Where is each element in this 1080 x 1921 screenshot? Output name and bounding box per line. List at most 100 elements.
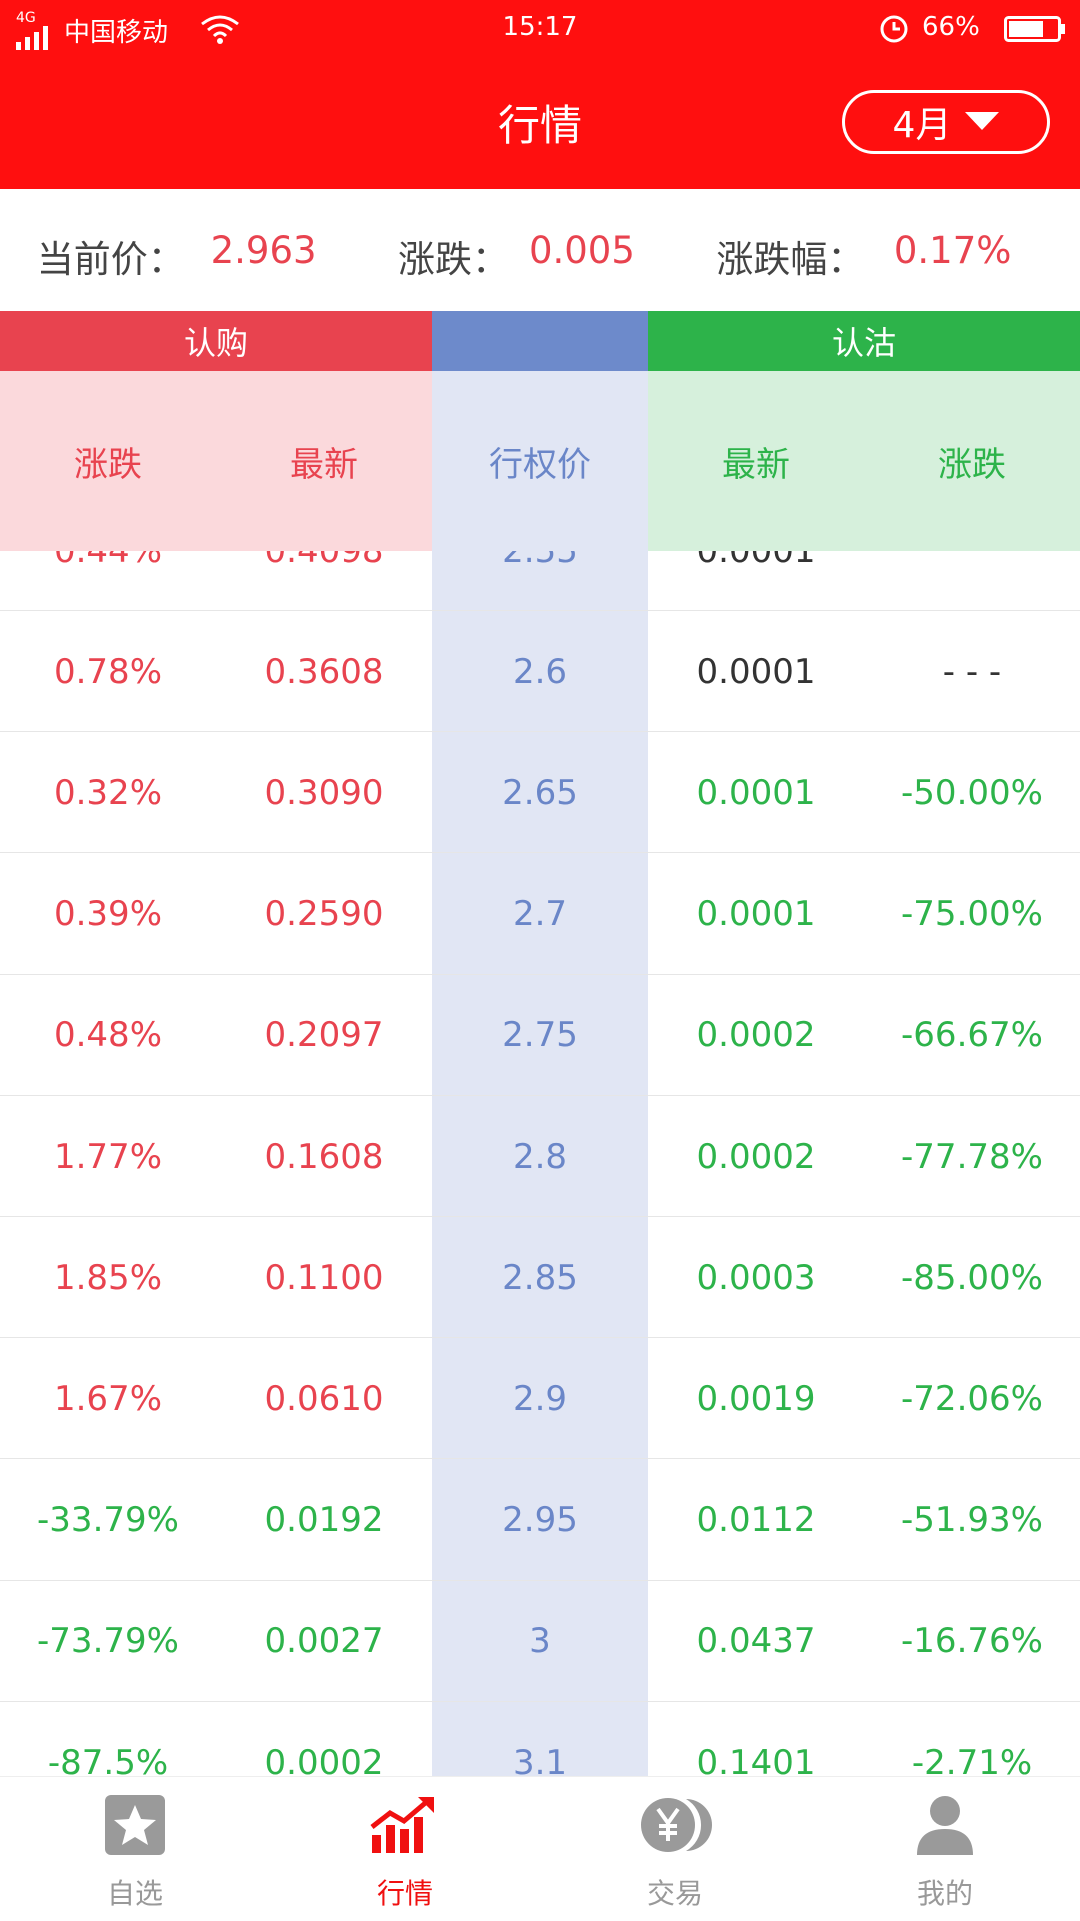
table-cell: 0.44% (0, 551, 216, 611)
table-cell: -66.67% (901, 1015, 1043, 1056)
summary-label: 涨跌幅： (716, 238, 865, 281)
table-cell: 0.0001 (696, 772, 816, 813)
tab-label: 行情 (376, 1877, 433, 1910)
table-cell: 1.85% (53, 1257, 162, 1298)
table-cell: 0.0001 (696, 894, 816, 935)
month-selector[interactable]: 4月 (842, 90, 1050, 154)
tab[interactable]: 交易 (540, 1777, 810, 1921)
table-cell: -72.06% (901, 1378, 1043, 1419)
summary-label: 当前价： (36, 238, 185, 281)
table-cell: 0.0002 (264, 1742, 384, 1777)
option-row[interactable]: 0.78% 0.3608 2.6 0.0001 - - - (0, 611, 1080, 733)
table-cell: 1.77% (53, 1136, 162, 1177)
month-label: 4月 (892, 105, 952, 146)
status-bar: 4G 中国移动 15:17 66% (0, 0, 1080, 62)
table-cell: 2.6 (512, 651, 568, 692)
table-cell: -2.71% (911, 1742, 1033, 1777)
dropdown-arrow (965, 112, 1000, 130)
option-row[interactable]: 1.77% 0.1608 2.8 0.0002 -77.78% (0, 1096, 1080, 1217)
table-cell: -87.5% (47, 1742, 169, 1777)
tab-icon (370, 1797, 434, 1853)
option-row[interactable]: 0.32% 0.3090 2.65 0.0001 -50.00% (0, 732, 1080, 854)
tab-label: 自选 (106, 1877, 163, 1910)
table-cell: 3 (529, 1621, 551, 1662)
network: 4G (16, 10, 36, 26)
put-header: 认沽 (648, 311, 1080, 371)
table-cell: 0.3090 (264, 772, 384, 813)
table-cell: -73.79% (37, 1621, 179, 1662)
table-cell: 0.0002 (696, 1015, 816, 1056)
table-cell: 0.1100 (264, 1257, 384, 1298)
table-cell: 2.95 (502, 1500, 578, 1541)
tab-icon (917, 1796, 973, 1855)
table-cell: 2.85 (502, 1257, 578, 1298)
signal-icon (16, 26, 48, 50)
table-cell: -75.00% (901, 894, 1043, 935)
tab-label: 交易 (646, 1877, 703, 1910)
tab-icon (105, 1795, 165, 1855)
tab[interactable]: 自选 (0, 1777, 270, 1921)
table-cell: -33.79% (37, 1500, 179, 1541)
table-cell: 0.32% (53, 772, 162, 813)
carrier: 中国移动 (64, 18, 169, 48)
table-cell: 0.0003 (696, 1257, 816, 1298)
table-cell: 0.0192 (264, 1500, 384, 1541)
table-cell: 0.2097 (264, 1015, 384, 1056)
table-cell: -50.00% (901, 772, 1043, 813)
option-row[interactable]: 0.39% 0.2590 2.7 0.0001 -75.00% (0, 854, 1080, 975)
option-row[interactable]: -87.5% 0.0002 3.1 0.1401 -2.71% (0, 1702, 1080, 1777)
table-cell: 0.4098 (216, 551, 432, 611)
table-cell: 0.39% (53, 894, 162, 935)
column-header: 最新 (648, 371, 864, 551)
table-cell: 0.3608 (264, 651, 384, 692)
option-row[interactable]: 0.44%0.40982.550.0001 (0, 551, 1080, 611)
column-header: 最新 (216, 371, 432, 551)
table-cell: 2.55 (432, 551, 648, 611)
table-cell: 2.8 (512, 1136, 568, 1177)
table-cell: 0.0112 (696, 1500, 816, 1541)
table-cell: 2.75 (502, 1015, 578, 1056)
summary-value: 2.963 (210, 229, 317, 272)
table-cell: 0.2590 (264, 894, 384, 935)
table-cell: 2.7 (512, 894, 568, 935)
column-header: 涨跌 (0, 371, 216, 551)
strike-column-bg (432, 551, 648, 1776)
table-cell: 0.78% (53, 651, 162, 692)
option-rows: 0.44%0.40982.550.00010.78%0.36082.60.000… (0, 551, 1080, 1776)
table-cell: 2.9 (512, 1378, 568, 1419)
table-cell: 0.0610 (264, 1378, 384, 1419)
table-cell: -51.93% (901, 1500, 1043, 1541)
wifi-icon (201, 15, 239, 44)
table-cell: 2.65 (502, 772, 578, 813)
table-cell: 0.1401 (696, 1742, 816, 1777)
option-row[interactable]: 0.48% 0.2097 2.75 0.0002 -66.67% (0, 975, 1080, 1096)
option-row[interactable]: 1.67% 0.0610 2.9 0.0019 -72.06% (0, 1338, 1080, 1460)
table-cell: 0.1608 (264, 1136, 384, 1177)
table-cell: -77.78% (901, 1136, 1043, 1177)
summary-value: 0.17% (893, 229, 1012, 272)
call-header: 认购 (0, 311, 432, 371)
summary-value: 0.005 (528, 229, 635, 272)
table-cell: 0.48% (53, 1015, 162, 1056)
column-header: 行权价 (432, 371, 648, 551)
tab[interactable]: 行情 (270, 1777, 540, 1921)
tab-bar: 自选 行情 交易 我的 (0, 1776, 1080, 1920)
tab[interactable]: 我的 (810, 1777, 1080, 1921)
table-cell: 0.0002 (696, 1136, 816, 1177)
option-row[interactable]: 1.85% 0.1100 2.85 0.0003 -85.00% (0, 1217, 1080, 1339)
summary-label: 涨跌： (397, 238, 509, 281)
table-cell: -16.76% (901, 1621, 1043, 1662)
option-row[interactable]: -73.79% 0.0027 3 0.0437 -16.76% (0, 1581, 1080, 1702)
option-row[interactable]: -33.79% 0.0192 2.95 0.0112 -51.93% (0, 1460, 1080, 1581)
tab-label: 我的 (916, 1877, 973, 1910)
tab-icon (641, 1798, 712, 1852)
quote-summary: 当前价： 2.963 涨跌： 0.005 涨跌幅： 0.17% (0, 189, 1080, 311)
column-header: 涨跌 (864, 371, 1080, 551)
clock: 15:17 (502, 12, 578, 42)
table-cell: -85.00% (901, 1257, 1043, 1298)
strike-header-band (432, 311, 648, 371)
nav-header: 行情 4月 (0, 62, 1080, 189)
battery-icon (1004, 16, 1065, 42)
table-cell: 0.0001 (696, 651, 816, 692)
